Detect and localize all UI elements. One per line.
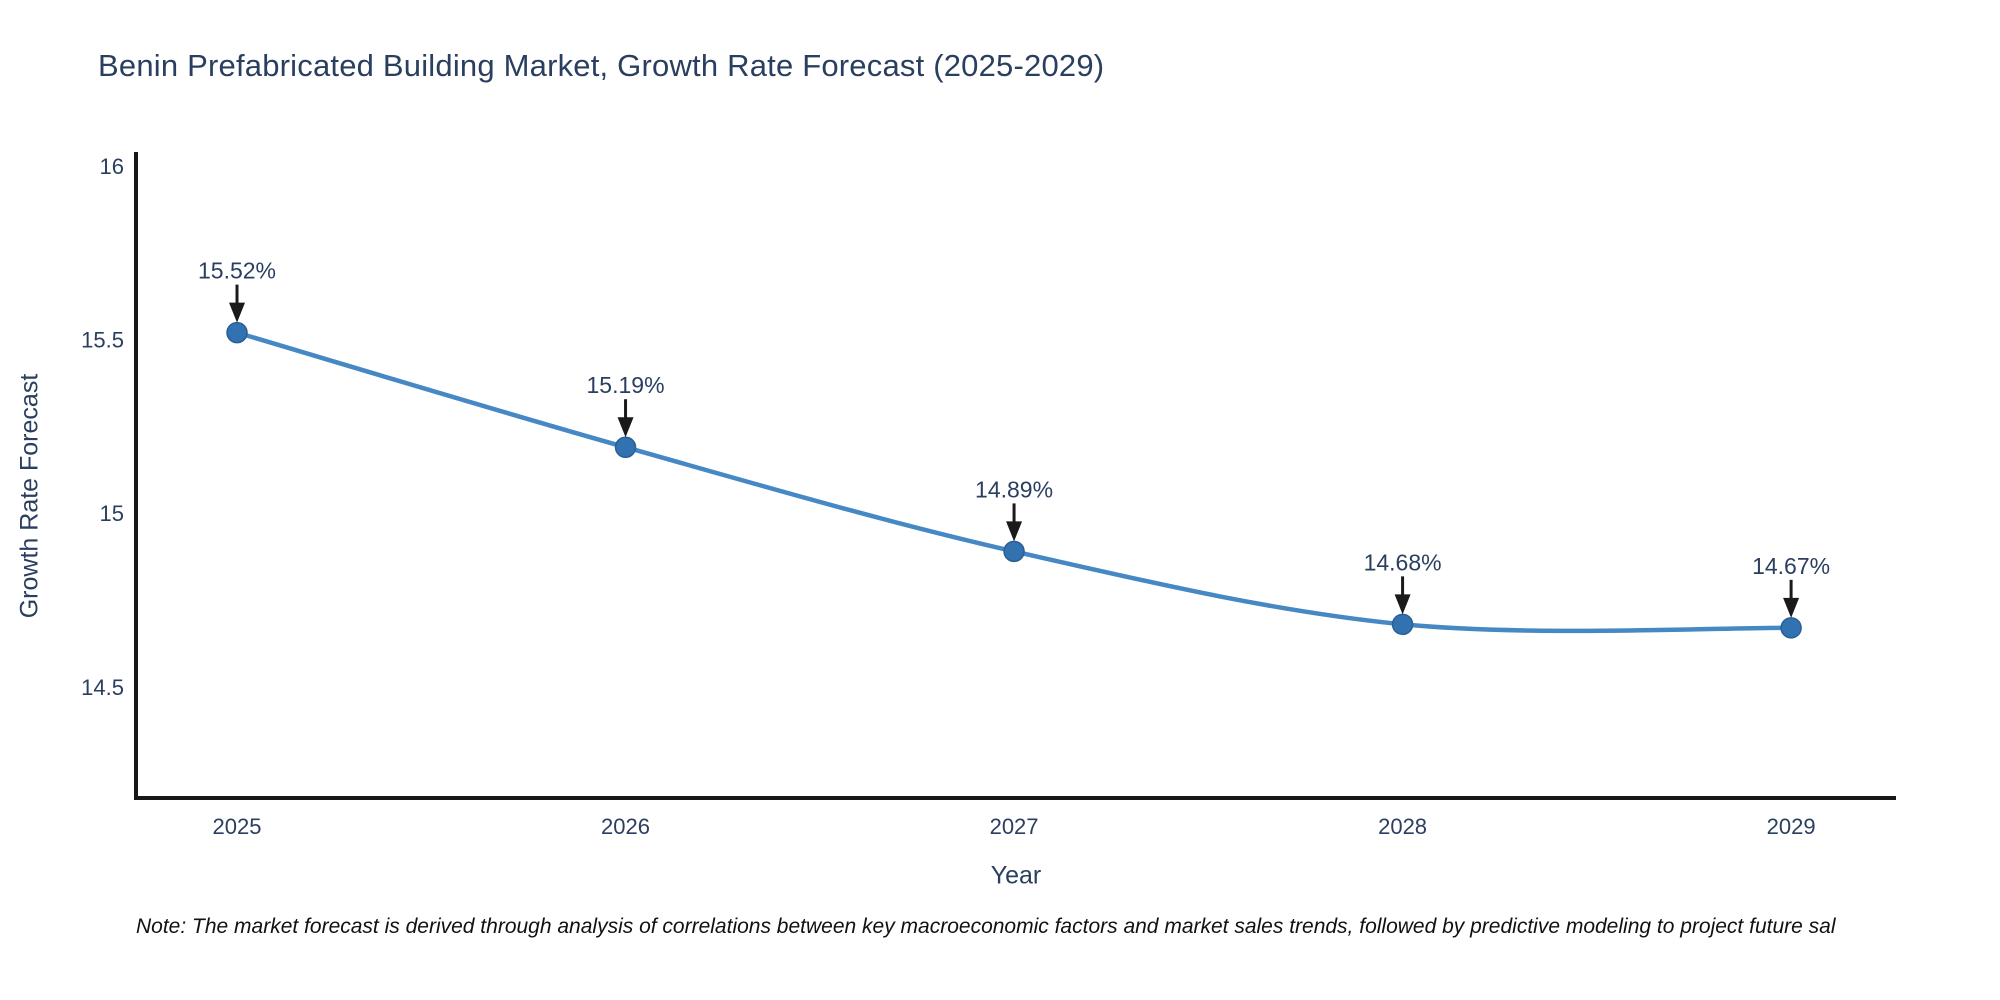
annotation-arrow-head [1783, 597, 1800, 618]
chart-title: Benin Prefabricated Building Market, Gro… [98, 48, 1105, 83]
y-tick-label: 15.5 [81, 328, 124, 353]
x-tick-label: 2025 [213, 814, 262, 839]
data-point-marker [614, 436, 637, 458]
x-tick-label: 2027 [990, 814, 1039, 839]
data-point-marker [226, 321, 248, 344]
data-point-label: 15.52% [198, 258, 276, 284]
x-axis-title: Year [990, 861, 1042, 890]
data-point-marker [1003, 540, 1025, 563]
data-point-label: 15.19% [587, 372, 665, 398]
y-tick-label: 16 [100, 154, 124, 179]
data-point-label: 14.89% [975, 476, 1053, 502]
annotation-arrow-head [1394, 594, 1411, 615]
data-point-marker [1780, 617, 1802, 639]
y-tick-label: 15 [100, 501, 124, 526]
data-point-label: 14.68% [1364, 549, 1442, 575]
y-tick-label: 14.5 [81, 675, 124, 700]
annotation-arrow-head [617, 417, 634, 438]
x-tick-label: 2028 [1378, 814, 1427, 839]
x-tick-label: 2026 [601, 814, 650, 839]
data-point-label: 14.67% [1752, 553, 1830, 579]
footnote-text: Note: The market forecast is derived thr… [136, 915, 1836, 938]
annotation-arrow-head [1006, 521, 1023, 542]
annotation-arrow-head [229, 302, 246, 323]
data-point-marker [1391, 613, 1414, 636]
x-tick-label: 2029 [1767, 814, 1816, 839]
